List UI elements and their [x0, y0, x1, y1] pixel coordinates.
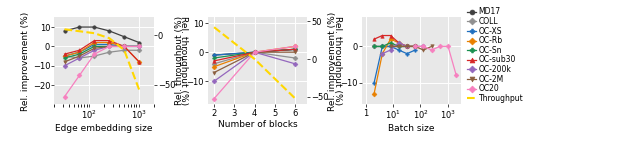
X-axis label: Edge embedding size: Edge embedding size [55, 124, 153, 133]
X-axis label: Batch size: Batch size [388, 124, 435, 133]
Y-axis label: Rel. improvement (%): Rel. improvement (%) [21, 11, 30, 110]
Y-axis label: Rel. improvement (%): Rel. improvement (%) [328, 11, 337, 110]
X-axis label: Number of blocks: Number of blocks [218, 120, 298, 129]
Legend: MD17, COLL, OC-XS, OC-Rb, OC-Sn, OC-sub30, OC-200k, OC-2M, OC20, Throughput: MD17, COLL, OC-XS, OC-Rb, OC-Sn, OC-sub3… [464, 4, 526, 106]
Y-axis label: Rel. throughput (%): Rel. throughput (%) [179, 16, 188, 105]
Y-axis label: Rel. throughput (%): Rel. throughput (%) [175, 16, 184, 105]
Y-axis label: Rel. throughput (%): Rel. throughput (%) [333, 16, 342, 105]
